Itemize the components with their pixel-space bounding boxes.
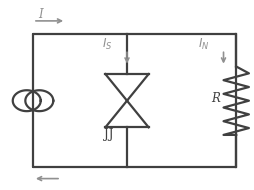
- Text: $I_S$: $I_S$: [102, 36, 112, 52]
- Text: JJ: JJ: [104, 128, 114, 141]
- Text: R: R: [211, 92, 220, 105]
- Text: $I_N$: $I_N$: [198, 36, 210, 52]
- Text: I: I: [38, 8, 43, 21]
